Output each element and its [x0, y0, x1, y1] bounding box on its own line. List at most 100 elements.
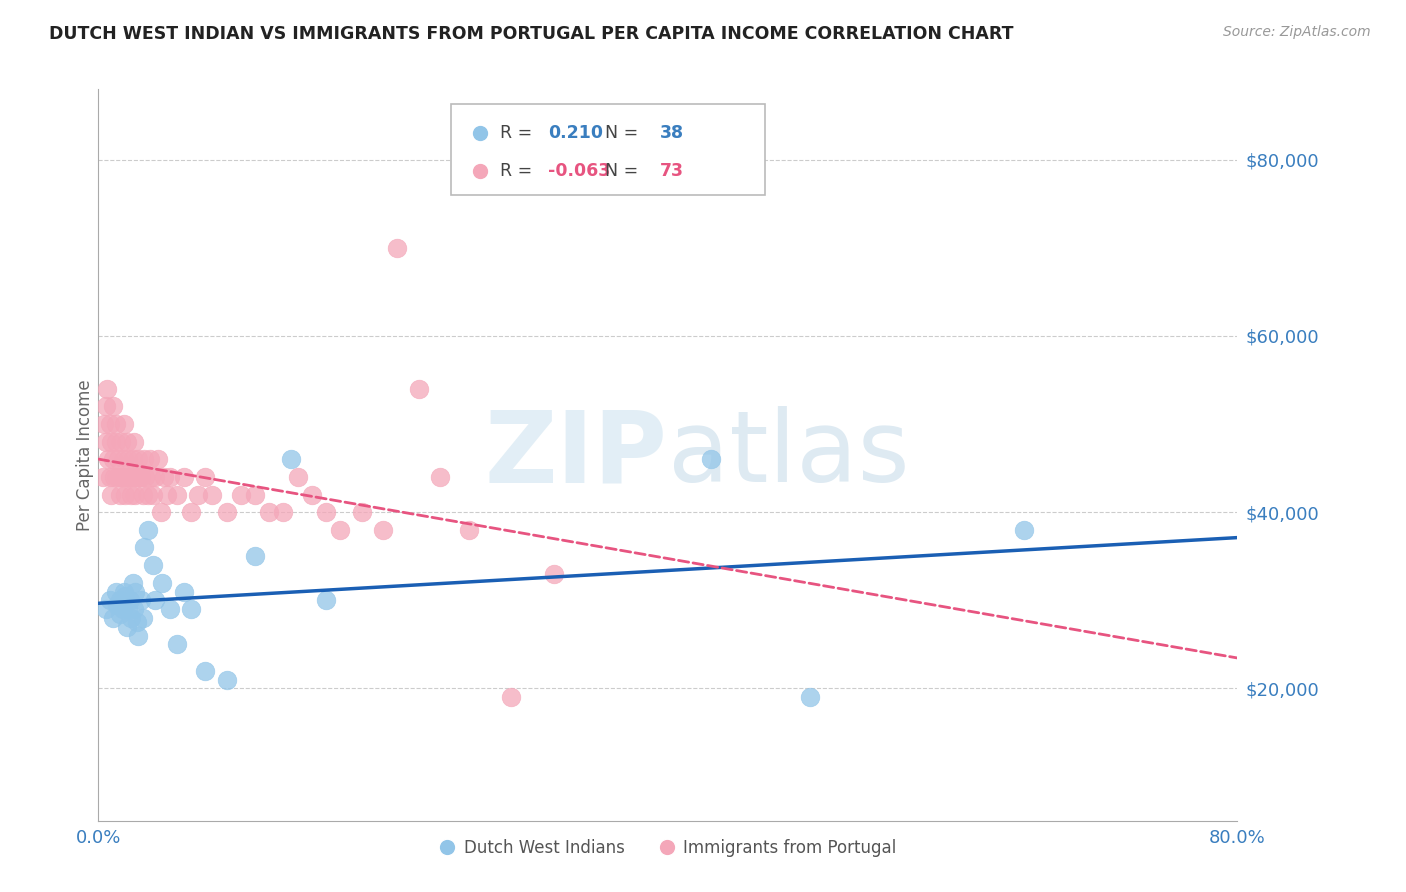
Text: 73: 73 — [659, 161, 683, 179]
Point — [108, 593, 131, 607]
Point — [112, 452, 135, 467]
Y-axis label: Per Capita Income: Per Capita Income — [76, 379, 94, 531]
Point — [101, 452, 124, 467]
Point — [108, 470, 131, 484]
Point — [132, 541, 155, 555]
Point — [145, 470, 167, 484]
Point — [301, 487, 323, 501]
Point — [100, 434, 122, 449]
Point — [114, 589, 136, 603]
Point — [194, 470, 217, 484]
Point — [166, 637, 188, 651]
Point — [273, 505, 295, 519]
Point — [243, 549, 266, 564]
Point — [104, 584, 127, 599]
Point — [387, 241, 409, 255]
Point — [122, 602, 145, 616]
Point — [315, 593, 337, 607]
Point — [215, 505, 238, 519]
Point — [699, 452, 721, 467]
Point — [107, 452, 129, 467]
Point — [98, 470, 121, 484]
Point — [156, 487, 179, 501]
Point — [121, 575, 143, 590]
Point — [98, 593, 121, 607]
Text: ZIP: ZIP — [485, 407, 668, 503]
Point — [153, 470, 176, 484]
Point — [173, 584, 195, 599]
Point — [120, 611, 142, 625]
Legend: Dutch West Indians, Immigrants from Portugal: Dutch West Indians, Immigrants from Port… — [433, 832, 903, 863]
Point — [94, 602, 117, 616]
Point — [127, 629, 149, 643]
Point — [121, 452, 143, 467]
Point — [110, 434, 132, 449]
Point — [152, 575, 174, 590]
Point — [104, 434, 127, 449]
Point — [118, 470, 141, 484]
Point — [112, 417, 135, 431]
Point — [1012, 523, 1035, 537]
Point — [543, 566, 565, 581]
Point — [97, 452, 120, 467]
Point — [187, 487, 209, 501]
Text: DUTCH WEST INDIAN VS IMMIGRANTS FROM PORTUGAL PER CAPITA INCOME CORRELATION CHAR: DUTCH WEST INDIAN VS IMMIGRANTS FROM POR… — [49, 25, 1014, 43]
Point — [408, 382, 430, 396]
Point — [141, 558, 163, 572]
Point — [373, 523, 395, 537]
Point — [96, 382, 118, 396]
Point — [129, 470, 152, 484]
Point — [194, 664, 217, 678]
Point — [120, 487, 142, 501]
Point — [145, 593, 167, 607]
Point — [429, 470, 451, 484]
Point — [136, 487, 159, 501]
Text: N =: N = — [593, 124, 644, 142]
Point — [124, 584, 146, 599]
Point — [122, 470, 145, 484]
Point — [104, 417, 127, 431]
Point — [94, 400, 117, 414]
Point — [159, 602, 181, 616]
Point — [117, 602, 139, 616]
Point — [259, 505, 281, 519]
Text: -0.063: -0.063 — [548, 161, 610, 179]
Point — [139, 470, 162, 484]
Point — [173, 470, 195, 484]
Point — [229, 487, 252, 501]
Text: atlas: atlas — [668, 407, 910, 503]
Text: 0.210: 0.210 — [548, 124, 603, 142]
Point — [111, 470, 134, 484]
Point — [799, 690, 821, 705]
Point — [125, 470, 148, 484]
Point — [280, 452, 302, 467]
Point — [150, 505, 173, 519]
Point — [105, 598, 128, 612]
Point — [112, 584, 135, 599]
Point — [243, 487, 266, 501]
Point — [100, 487, 122, 501]
Text: R =: R = — [501, 161, 538, 179]
Point — [329, 523, 352, 537]
Point — [131, 487, 153, 501]
Point — [98, 417, 121, 431]
Text: N =: N = — [593, 161, 644, 179]
Point — [101, 400, 124, 414]
Point — [115, 620, 138, 634]
Point — [127, 452, 149, 467]
Point — [215, 673, 238, 687]
Point — [115, 470, 138, 484]
Point — [457, 523, 479, 537]
Point — [129, 593, 152, 607]
Text: 38: 38 — [659, 124, 683, 142]
Point — [124, 487, 146, 501]
Point — [132, 452, 155, 467]
Point — [125, 615, 148, 630]
Point — [105, 470, 128, 484]
Point — [94, 434, 117, 449]
Point — [118, 593, 141, 607]
Point — [501, 690, 523, 705]
Text: R =: R = — [501, 124, 538, 142]
Point — [108, 607, 131, 621]
Point — [138, 452, 160, 467]
